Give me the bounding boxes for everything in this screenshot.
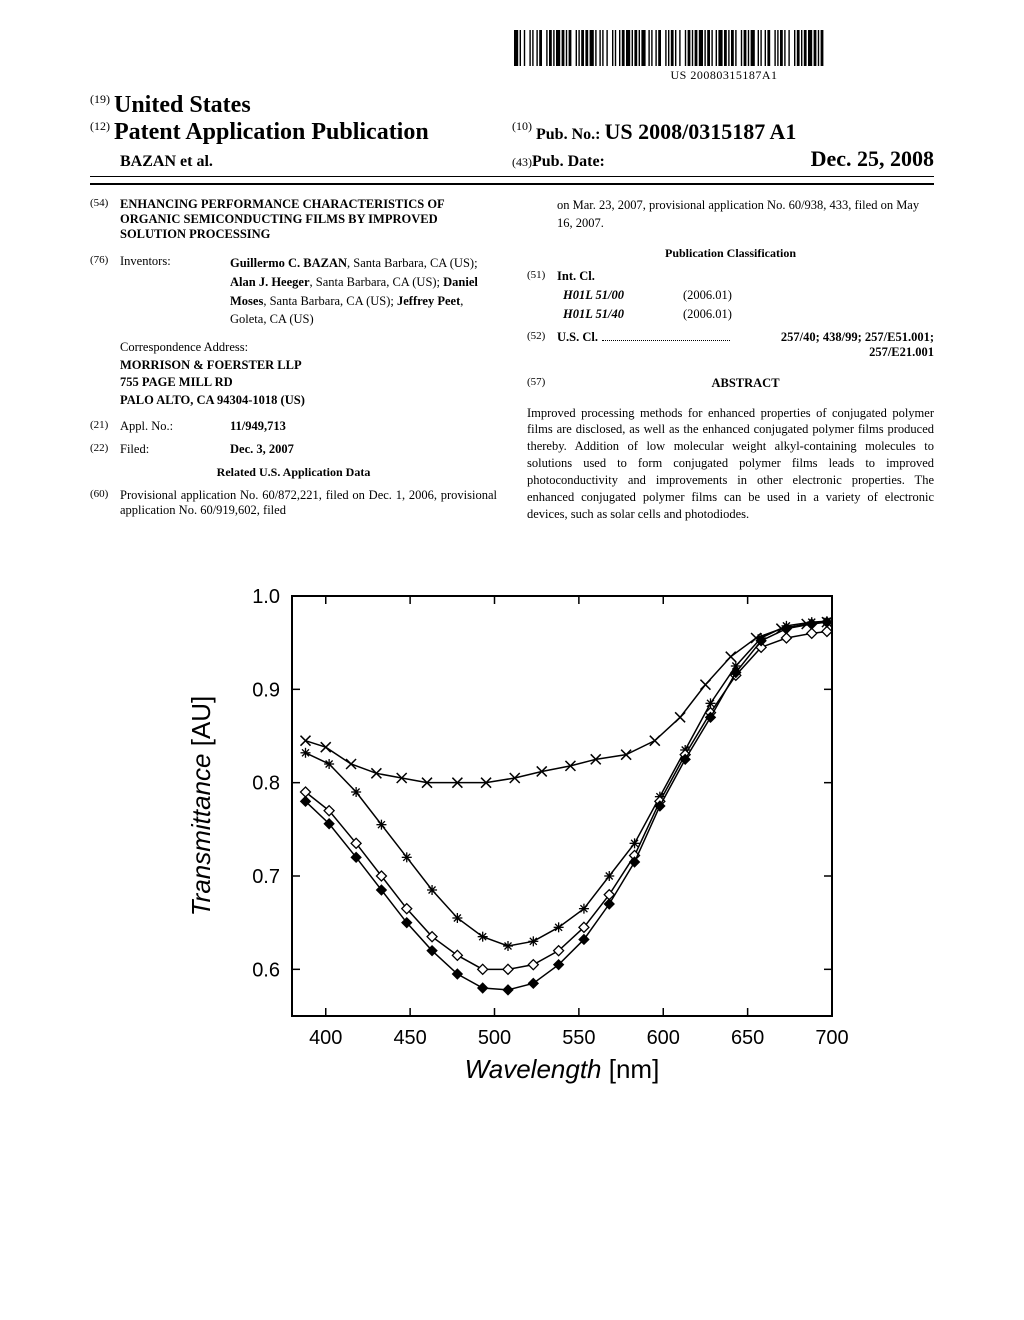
invention-title: ENHANCING PERFORMANCE CHARACTERISTICS OF… (120, 197, 497, 242)
filed-num: (22) (90, 442, 120, 457)
svg-text:1.0: 1.0 (252, 586, 280, 608)
prov-text: Provisional application No. 60/872,221, … (120, 488, 497, 518)
filed-val: Dec. 3, 2007 (230, 442, 497, 457)
uscl-val: 257/40; 438/99; 257/E51.001; 257/E21.001 (734, 330, 934, 360)
correspondence-label: Correspondence Address: (120, 339, 497, 357)
svg-text:0.8: 0.8 (252, 773, 280, 795)
svg-text:400: 400 (309, 1027, 342, 1049)
svg-text:700: 700 (815, 1027, 848, 1049)
appl-val: 11/949,713 (230, 419, 497, 434)
pub-no: US 2008/0315187 A1 (604, 119, 796, 144)
filed-label: Filed: (120, 442, 230, 457)
svg-text:650: 650 (731, 1027, 764, 1049)
abstract-heading: ABSTRACT (557, 376, 934, 391)
pubclass-heading: Publication Classification (527, 246, 934, 261)
correspondence-city: PALO ALTO, CA 94304-1018 (US) (120, 392, 497, 410)
title-num: (54) (90, 197, 120, 242)
svg-text:600: 600 (647, 1027, 680, 1049)
country-prefix: (19) (90, 92, 110, 106)
appl-label: Appl. No.: (120, 419, 230, 434)
abstract-num: (57) (527, 376, 557, 397)
inventors-label: Inventors: (120, 254, 230, 329)
header-authors: BAZAN et al. (120, 153, 213, 170)
prov-cont: on Mar. 23, 2007, provisional applicatio… (557, 197, 934, 232)
intcl-num: (51) (527, 269, 557, 284)
barcode-text: US 20080315187A1 (514, 68, 934, 83)
appl-num-prefix: (21) (90, 419, 120, 434)
svg-text:0.6: 0.6 (252, 959, 280, 981)
pub-date: Dec. 25, 2008 (811, 146, 934, 172)
svg-text:450: 450 (393, 1027, 426, 1049)
svg-text:550: 550 (562, 1027, 595, 1049)
pub-no-label: Pub. No.: (536, 126, 600, 143)
pub-type-prefix: (12) (90, 119, 110, 133)
uscl-num: (52) (527, 330, 557, 360)
barcode-svg (514, 30, 934, 66)
svg-text:Wavelength [nm]: Wavelength [nm] (465, 1054, 660, 1084)
barcode-region: US 20080315187A1 (90, 30, 934, 84)
pub-date-label: Pub. Date: (532, 153, 605, 171)
svg-text:0.7: 0.7 (252, 866, 280, 888)
uscl-label: U.S. Cl. (557, 330, 598, 360)
svg-text:500: 500 (478, 1027, 511, 1049)
country: United States (114, 92, 251, 118)
inventors-list: Guillermo C. BAZAN, Santa Barbara, CA (U… (230, 254, 497, 329)
svg-text:Transmittance [AU]: Transmittance [AU] (186, 696, 216, 917)
intcl-label: Int. Cl. (557, 269, 595, 284)
transmittance-chart: 400 450 500 550 600 650 700 0.6 0.7 0.8 0.9 1.0 Tran… (90, 576, 934, 1106)
pub-no-prefix: (10) (512, 119, 532, 133)
correspondence-addr: 755 PAGE MILL RD (120, 374, 497, 392)
pub-date-prefix: (43) (512, 155, 532, 170)
abstract-text: Improved processing methods for enhanced… (527, 405, 934, 523)
prov-num: (60) (90, 488, 120, 518)
intcl-list: H01L 51/00(2006.01)H01L 51/40(2006.01) (563, 286, 934, 324)
pub-type: Patent Application Publication (114, 119, 429, 145)
svg-text:0.9: 0.9 (252, 679, 280, 701)
related-heading: Related U.S. Application Data (90, 465, 497, 480)
correspondence-name: MORRISON & FOERSTER LLP (120, 357, 497, 375)
inventors-num: (76) (90, 254, 120, 329)
